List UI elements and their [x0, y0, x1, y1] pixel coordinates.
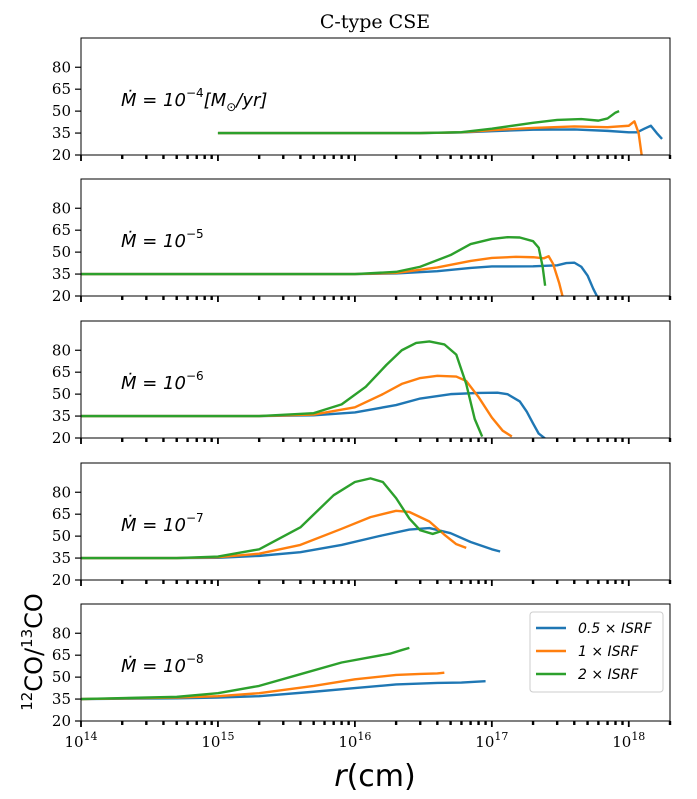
- legend-label: 2 × ISRF: [578, 667, 639, 683]
- mdot-annotation: Ṁ = 10−6: [121, 369, 204, 394]
- series-line-1isrf: [217, 120, 643, 155]
- y-tick-label: 50: [52, 102, 71, 120]
- mdot-annotation: Ṁ = 10−8: [121, 652, 204, 677]
- series-line-2isrf: [81, 340, 484, 438]
- y-tick-label: 20: [52, 287, 71, 305]
- series-line-1isrf: [81, 374, 513, 438]
- x-tick-label: 1016: [338, 730, 371, 751]
- y-tick-label: 65: [52, 646, 71, 664]
- series-line-0.5isrf: [81, 391, 547, 438]
- legend: 0.5 × ISRF 1 × ISRF 2 × ISRF: [529, 611, 664, 693]
- panel-1: 20 35 50 65 80 Ṁ = 10−4[M⊙/yr]: [52, 37, 672, 164]
- series-line-2isrf: [81, 236, 547, 286]
- series-group: [81, 236, 599, 296]
- x-tick-label: 1017: [475, 730, 508, 751]
- y-tick-label: 35: [52, 690, 71, 708]
- panel-2: 20 35 50 65 80 Ṁ = 10−5: [52, 178, 672, 305]
- y-tick-label: 80: [52, 58, 71, 76]
- y-tick-label: 20: [52, 571, 71, 589]
- series-line-2isrf: [81, 646, 410, 701]
- x-tick-label: 1015: [201, 730, 234, 751]
- mdot-annotation: Ṁ = 10−7: [121, 511, 204, 536]
- panels: 20 35 50 65 80 Ṁ = 10−4[M⊙/yr] 20 35 50 65 80 Ṁ = 1…: [52, 37, 672, 751]
- series-line-0.5isrf: [81, 261, 599, 296]
- y-tick-label: 35: [52, 124, 71, 142]
- y-tick-label: 50: [52, 668, 71, 686]
- mdot-annotation: Ṁ = 10−4[M⊙/yr]: [121, 86, 267, 114]
- y-tick-label: 35: [52, 549, 71, 567]
- series-line-2isrf: [81, 477, 443, 560]
- y-tick-label: 50: [52, 243, 71, 261]
- series-group: [81, 340, 547, 438]
- legend-box: [529, 611, 664, 693]
- series-line-2isrf: [217, 110, 620, 135]
- axes-frame: [80, 178, 671, 297]
- series-group: [81, 646, 486, 701]
- y-tick-label: 20: [52, 712, 71, 730]
- axes-frame: [80, 462, 671, 581]
- axes-frame: [80, 603, 671, 722]
- y-axis-label: 12CO/13CO: [18, 593, 48, 711]
- y-tick-label: 80: [52, 483, 71, 501]
- y-tick-label: 80: [52, 624, 71, 642]
- series-group: [217, 110, 663, 155]
- y-tick-label: 65: [52, 363, 71, 381]
- y-tick-label: 80: [52, 341, 71, 359]
- series-line-1isrf: [81, 671, 445, 701]
- legend-label: 0.5 × ISRF: [578, 621, 653, 637]
- x-tick-label: 1018: [612, 730, 645, 751]
- panel-4: 20 35 50 65 80 Ṁ = 10−7: [52, 462, 672, 589]
- y-tick-label: 65: [52, 505, 71, 523]
- series-line-1isrf: [81, 255, 564, 296]
- legend-label: 1 × ISRF: [578, 644, 639, 660]
- series-group: [81, 477, 501, 560]
- y-tick-label: 35: [52, 265, 71, 283]
- y-tick-label: 65: [52, 80, 71, 98]
- panel-5: 20 35 50 65 80 Ṁ = 10−8 1014 1015 1016 1017 1018 0.…: [52, 603, 672, 751]
- y-tick-label: 20: [52, 429, 71, 447]
- y-tick-label: 50: [52, 385, 71, 403]
- mdot-annotation: Ṁ = 10−5: [121, 227, 204, 252]
- axes-frame: [80, 37, 671, 156]
- y-tick-label: 50: [52, 527, 71, 545]
- y-tick-label: 80: [52, 199, 71, 217]
- axes-frame: [80, 320, 671, 439]
- y-tick-label: 20: [52, 146, 71, 164]
- y-tick-label: 35: [52, 407, 71, 425]
- x-axis-label: r(cm): [334, 759, 415, 794]
- panel-3: 20 35 50 65 80 Ṁ = 10−6: [52, 320, 672, 447]
- chart-title: C-type CSE: [320, 11, 430, 33]
- x-tick-label: 1014: [64, 730, 97, 751]
- y-tick-label: 65: [52, 221, 71, 239]
